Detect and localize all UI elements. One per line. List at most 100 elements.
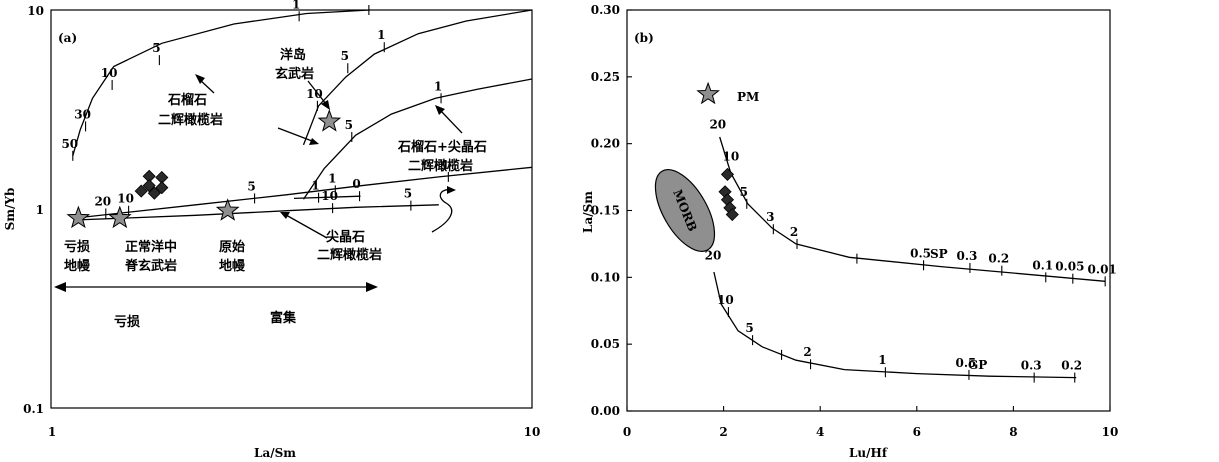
b-ytick-label: 0.05 [591, 337, 620, 351]
a-curve-6-tick-label: 0 [352, 177, 360, 191]
a-curve-4 [74, 166, 533, 219]
a-curve-5-tick-label: 10 [321, 189, 338, 203]
arrowhead-oib [321, 100, 330, 110]
arrow-gs [439, 109, 463, 134]
b-curve-1-tick-label: 0.3 [956, 249, 977, 263]
b-curve-2 [713, 271, 1077, 379]
a-curve-2 [302, 9, 533, 146]
a-ytick-1: 1 [36, 203, 44, 217]
a-curve-4-tick-label: 10 [117, 192, 134, 206]
a-curve-4-tick-label: 1 [441, 158, 449, 172]
a-curve-1-tick-label: 1 [292, 0, 300, 11]
a-curve-3-tick-label: 5 [345, 118, 353, 132]
arrowhead-oib-2 [309, 138, 319, 145]
b-ytick-label: 0.10 [591, 270, 620, 284]
b-curve-1-tick-label: 0.01 [1088, 262, 1117, 276]
b-curve-2-tick-label: 10 [717, 293, 734, 307]
b-xtick-label: 4 [816, 425, 824, 439]
arrowhead-left [54, 282, 66, 292]
squiggle-arrow [431, 189, 453, 233]
a-star-marker [317, 109, 342, 132]
b-curve-2-tick-label: 1 [878, 353, 886, 367]
a-sample-diamond [142, 179, 156, 193]
ann-gs-1: 石榴石+尖晶石 [397, 139, 487, 155]
panel-a-xlabel: La/Sm [254, 446, 296, 460]
ann-pm-1: 原始 [219, 239, 245, 255]
b-curve-2-tick-label: 5 [745, 321, 753, 335]
label-gp: GP [968, 358, 987, 372]
b-ytick-label: 0.15 [591, 204, 620, 218]
a-curve-2-tick-label: 10 [306, 87, 323, 101]
ann-gs-2: 二辉橄榄岩 [408, 158, 473, 174]
a-curve-5-tick-label: 5 [404, 187, 412, 201]
a-curve-1-tick-label: 50 [61, 137, 78, 151]
b-star-pm [696, 81, 720, 105]
a-ytick-10: 10 [27, 4, 44, 18]
panel-a-arrows [54, 74, 463, 292]
a-curve-1-tick-label: 10 [101, 66, 118, 80]
ann-spinel-1: 尖晶石 [326, 229, 365, 245]
arrow-oib [307, 80, 327, 105]
a-xtick-10: 10 [524, 425, 541, 439]
b-curve-2-tick-label: 0.5 [956, 356, 977, 370]
b-curve-1-tick-label: 0.5 [910, 246, 931, 260]
ann-pm-2: 地幔 [219, 258, 246, 274]
b-curve-end-label: 10 [722, 149, 739, 163]
a-sample-diamond [134, 184, 148, 198]
a-curve-4-tick-label: 5 [247, 179, 255, 193]
ann-morb-2: 脊玄武岩 [124, 258, 177, 274]
a-ytick-0.1: 0.1 [23, 402, 44, 416]
data-markers [66, 81, 739, 229]
label-pm: PM [737, 90, 759, 104]
b-sample-diamond [725, 207, 739, 222]
b-xtick-label: 8 [1009, 425, 1017, 439]
label-sp: SP [930, 247, 948, 261]
b-sample-diamond [720, 167, 735, 181]
b-curve-end-label: 20 [705, 248, 722, 262]
b-curve-2-tick-label: 0.2 [1061, 359, 1082, 373]
morb-region [654, 169, 716, 252]
a-curve-4-tick-label: 1 [328, 171, 336, 185]
arrowhead-right [366, 282, 378, 292]
ann-morb-1: 正常洋中 [125, 239, 177, 255]
b-curve-2-tick-label: 0.3 [1021, 359, 1042, 373]
b-ytick-label: 0.30 [591, 3, 620, 17]
ann-dm-2: 地幔 [64, 258, 91, 274]
ann-dm-1: 亏损 [64, 239, 90, 255]
a-curve-4-tick-label: 20 [94, 194, 111, 208]
b-ytick-label: 0.20 [591, 137, 620, 151]
ann-spinel-2: 二辉橄榄岩 [317, 247, 382, 263]
a-sample-diamond [155, 181, 169, 195]
b-curve-1-tick-label: 0.05 [1055, 260, 1084, 274]
panel-a-frame [50, 9, 533, 409]
ann-garnet-1: 石榴石 [167, 92, 207, 108]
b-xtick-label: 2 [719, 425, 727, 439]
b-curve-1 [719, 136, 1106, 282]
b-xtick-label: 10 [1102, 425, 1119, 439]
panel-a-ylabel: Sm/Yb [3, 188, 17, 231]
b-curve-1-tick-label: 2 [790, 225, 798, 239]
ann-garnet-2: 二辉橄榄岩 [158, 112, 223, 128]
b-curve-1-tick-label: 0.2 [988, 252, 1009, 266]
ann-depleted: 亏损 [114, 314, 140, 330]
ann-oib-2: 玄武岩 [275, 66, 314, 82]
a-curve-5 [74, 204, 439, 221]
panel-b-ylabel: La/Sm [581, 191, 595, 233]
a-sample-diamond [147, 186, 161, 200]
panel-b-xlabel: Lu/Hf [849, 446, 888, 460]
b-curve-1-tick-label: 0.1 [1032, 258, 1053, 272]
b-curve-1-tick-label: 3 [766, 210, 774, 224]
a-curve-3 [302, 78, 533, 200]
arrowhead-squiggle [447, 186, 456, 194]
panel-b-label: (b) [634, 31, 654, 45]
b-curve-2-tick-label: 2 [803, 345, 811, 359]
ann-enriched: 富集 [270, 310, 297, 326]
a-star-marker [215, 198, 240, 221]
b-xtick-label: 0 [623, 425, 631, 439]
b-ytick-label: 0.00 [591, 404, 620, 418]
a-curve-2-tick-label: 5 [341, 49, 349, 63]
a-curve-3-tick-label: 1 [434, 79, 442, 93]
b-curve-end-label: 20 [709, 117, 726, 131]
ann-oib-1: 洋岛 [280, 47, 306, 63]
